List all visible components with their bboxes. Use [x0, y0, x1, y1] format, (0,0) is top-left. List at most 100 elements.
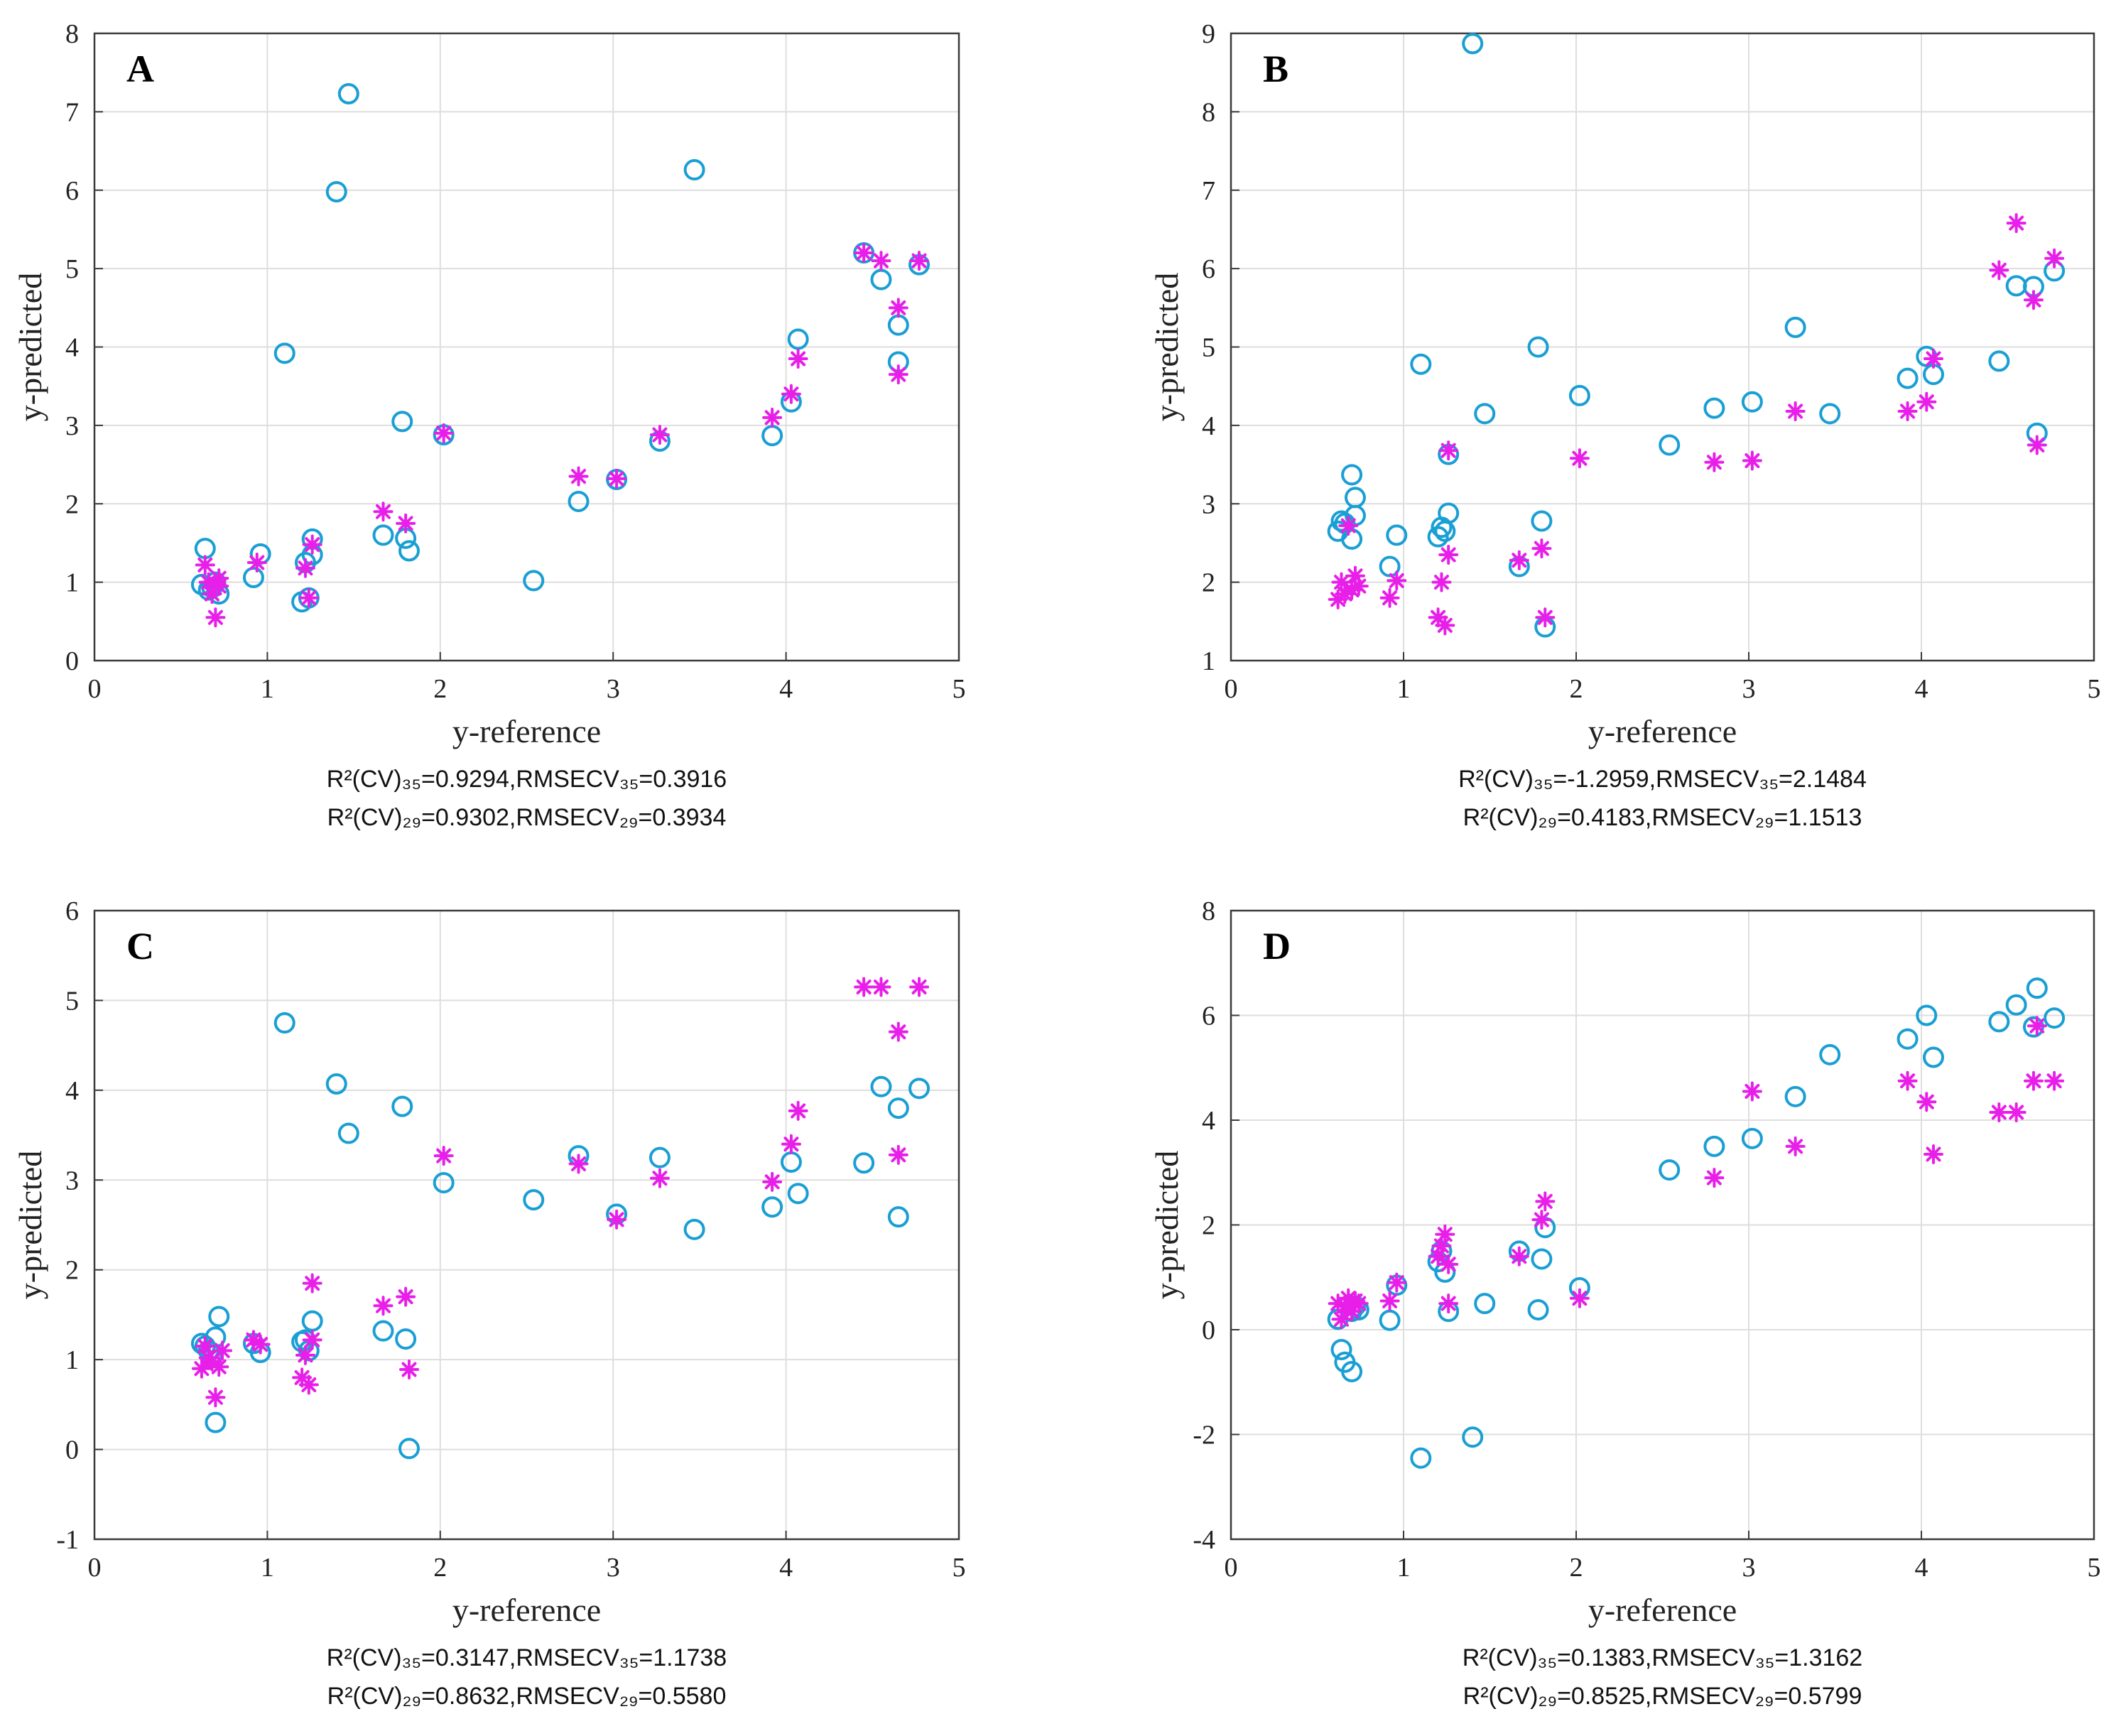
- data-point-circle: [2044, 1007, 2066, 1029]
- data-point-circle: [887, 1206, 909, 1228]
- metrics-caption-line: R²(CV)₃₅=0.9294,RMSECV₃₅=0.3916: [327, 766, 727, 793]
- y-tick-label: 4: [65, 1076, 79, 1106]
- metrics-caption-line: R²(CV)₃₅=-1.2959,RMSECV₃₅=2.1484: [1458, 766, 1867, 793]
- plot-frame: [1230, 32, 2095, 662]
- data-point-circle: [1897, 1028, 1919, 1050]
- data-point-star: [1916, 391, 1937, 412]
- data-point-circle: [273, 342, 295, 364]
- y-axis-label: y-predicted: [12, 1151, 48, 1299]
- data-point-star: [2023, 290, 2044, 310]
- data-point-circle: [325, 180, 347, 202]
- data-point-star: [373, 1296, 394, 1316]
- data-point-star: [1438, 1293, 1459, 1314]
- data-point-star: [568, 466, 589, 487]
- plot-frame: [93, 909, 960, 1541]
- x-tick-label: 2: [1570, 1553, 1583, 1583]
- data-point-circle: [337, 1122, 359, 1144]
- metrics-caption-line: R²(CV)₂₉=0.8632,RMSECV₂₉=0.5580: [327, 1683, 727, 1710]
- data-point-circle: [1703, 397, 1725, 419]
- x-tick-label: 0: [88, 674, 102, 704]
- data-point-star: [195, 555, 215, 575]
- y-axis-label: y-predicted: [1149, 1151, 1185, 1299]
- data-point-star: [209, 576, 229, 597]
- data-point-star: [568, 1154, 589, 1174]
- data-point-circle: [1531, 510, 1553, 532]
- y-axis-label: y-predicted: [12, 273, 48, 421]
- data-point-star: [1435, 615, 1455, 636]
- data-point-circle: [1527, 336, 1549, 358]
- data-point-star: [1379, 587, 1400, 608]
- data-point-circle: [1988, 350, 2010, 372]
- data-point-star: [1569, 1288, 1590, 1308]
- panel-letter: A: [126, 48, 154, 90]
- x-tick-label: 3: [1742, 674, 1756, 704]
- data-point-star: [649, 425, 670, 445]
- x-tick-label: 5: [2088, 674, 2101, 704]
- panel-letter: D: [1263, 925, 1291, 967]
- data-point-star: [433, 1146, 454, 1166]
- data-point-star: [246, 553, 267, 573]
- data-point-star: [1535, 1191, 1556, 1212]
- data-point-circle: [683, 1218, 705, 1240]
- x-tick-label: 1: [261, 674, 274, 704]
- metrics-caption-line: R²(CV)₃₅=0.3147,RMSECV₃₅=1.1738: [327, 1644, 727, 1671]
- data-point-star: [1431, 572, 1452, 592]
- x-axis-label: y-reference: [1588, 1592, 1737, 1628]
- data-point-star: [788, 1100, 808, 1121]
- data-point-star: [1531, 538, 1552, 559]
- data-point-star: [888, 1021, 908, 1042]
- data-point-star: [762, 407, 783, 428]
- data-point-circle: [1659, 434, 1681, 456]
- y-tick-label: -2: [1193, 1421, 1215, 1450]
- data-point-star: [781, 384, 801, 404]
- data-point-circle: [1923, 1046, 1945, 1068]
- y-tick-label: 0: [65, 646, 79, 676]
- y-tick-label: 3: [65, 411, 79, 441]
- panel-letter: C: [126, 925, 154, 967]
- x-tick-label: 0: [1225, 1553, 1238, 1583]
- data-point-circle: [273, 1012, 295, 1034]
- data-point-star: [909, 977, 930, 997]
- y-tick-label: 9: [1202, 19, 1215, 49]
- data-point-circle: [568, 490, 590, 512]
- data-point-star: [888, 298, 908, 318]
- y-tick-label: 2: [65, 489, 79, 519]
- data-point-star: [2027, 1016, 2047, 1036]
- data-point-circle: [761, 1196, 783, 1218]
- y-tick-label: 5: [65, 986, 79, 1016]
- data-point-circle: [1784, 1085, 1806, 1107]
- data-point-star: [854, 977, 874, 997]
- y-tick-label: 0: [65, 1436, 79, 1465]
- data-point-circle: [787, 328, 809, 350]
- metrics-caption-line: R²(CV)₂₉=0.9302,RMSECV₂₉=0.3934: [327, 804, 727, 831]
- x-tick-label: 1: [1397, 1553, 1411, 1583]
- data-point-star: [1989, 1102, 2009, 1122]
- data-point-circle: [372, 524, 394, 546]
- data-point-circle: [1741, 391, 1763, 413]
- data-point-circle: [787, 1183, 809, 1205]
- data-point-star: [373, 501, 394, 522]
- data-point-circle: [523, 570, 545, 592]
- y-tick-label: 4: [65, 333, 79, 363]
- x-tick-label: 2: [433, 1553, 447, 1583]
- y-tick-label: 5: [65, 254, 79, 284]
- y-tick-label: -1: [56, 1525, 79, 1555]
- data-point-star: [1438, 544, 1459, 565]
- data-point-star: [1348, 1293, 1369, 1314]
- data-point-star: [607, 468, 627, 489]
- data-point-circle: [1659, 1159, 1681, 1181]
- y-tick-label: 0: [1202, 1315, 1215, 1345]
- data-point-star: [1924, 349, 1944, 369]
- data-point-star: [762, 1171, 783, 1192]
- y-tick-label: 2: [1202, 1211, 1215, 1241]
- data-point-star: [396, 1286, 416, 1307]
- data-point-star: [1785, 1136, 1806, 1156]
- data-point-circle: [1379, 555, 1401, 577]
- x-tick-label: 1: [261, 1553, 274, 1583]
- y-tick-label: 1: [1202, 646, 1215, 676]
- data-point-star: [398, 1360, 419, 1380]
- x-tick-label: 0: [1225, 674, 1238, 704]
- data-point-star: [1431, 1236, 1452, 1256]
- data-point-circle: [337, 82, 359, 104]
- scatter-panel-d: 0 1 2 3 4 5 -4 -2 0 2 4 6 8 Dy-reference y-predicted R²…: [1149, 896, 2101, 1710]
